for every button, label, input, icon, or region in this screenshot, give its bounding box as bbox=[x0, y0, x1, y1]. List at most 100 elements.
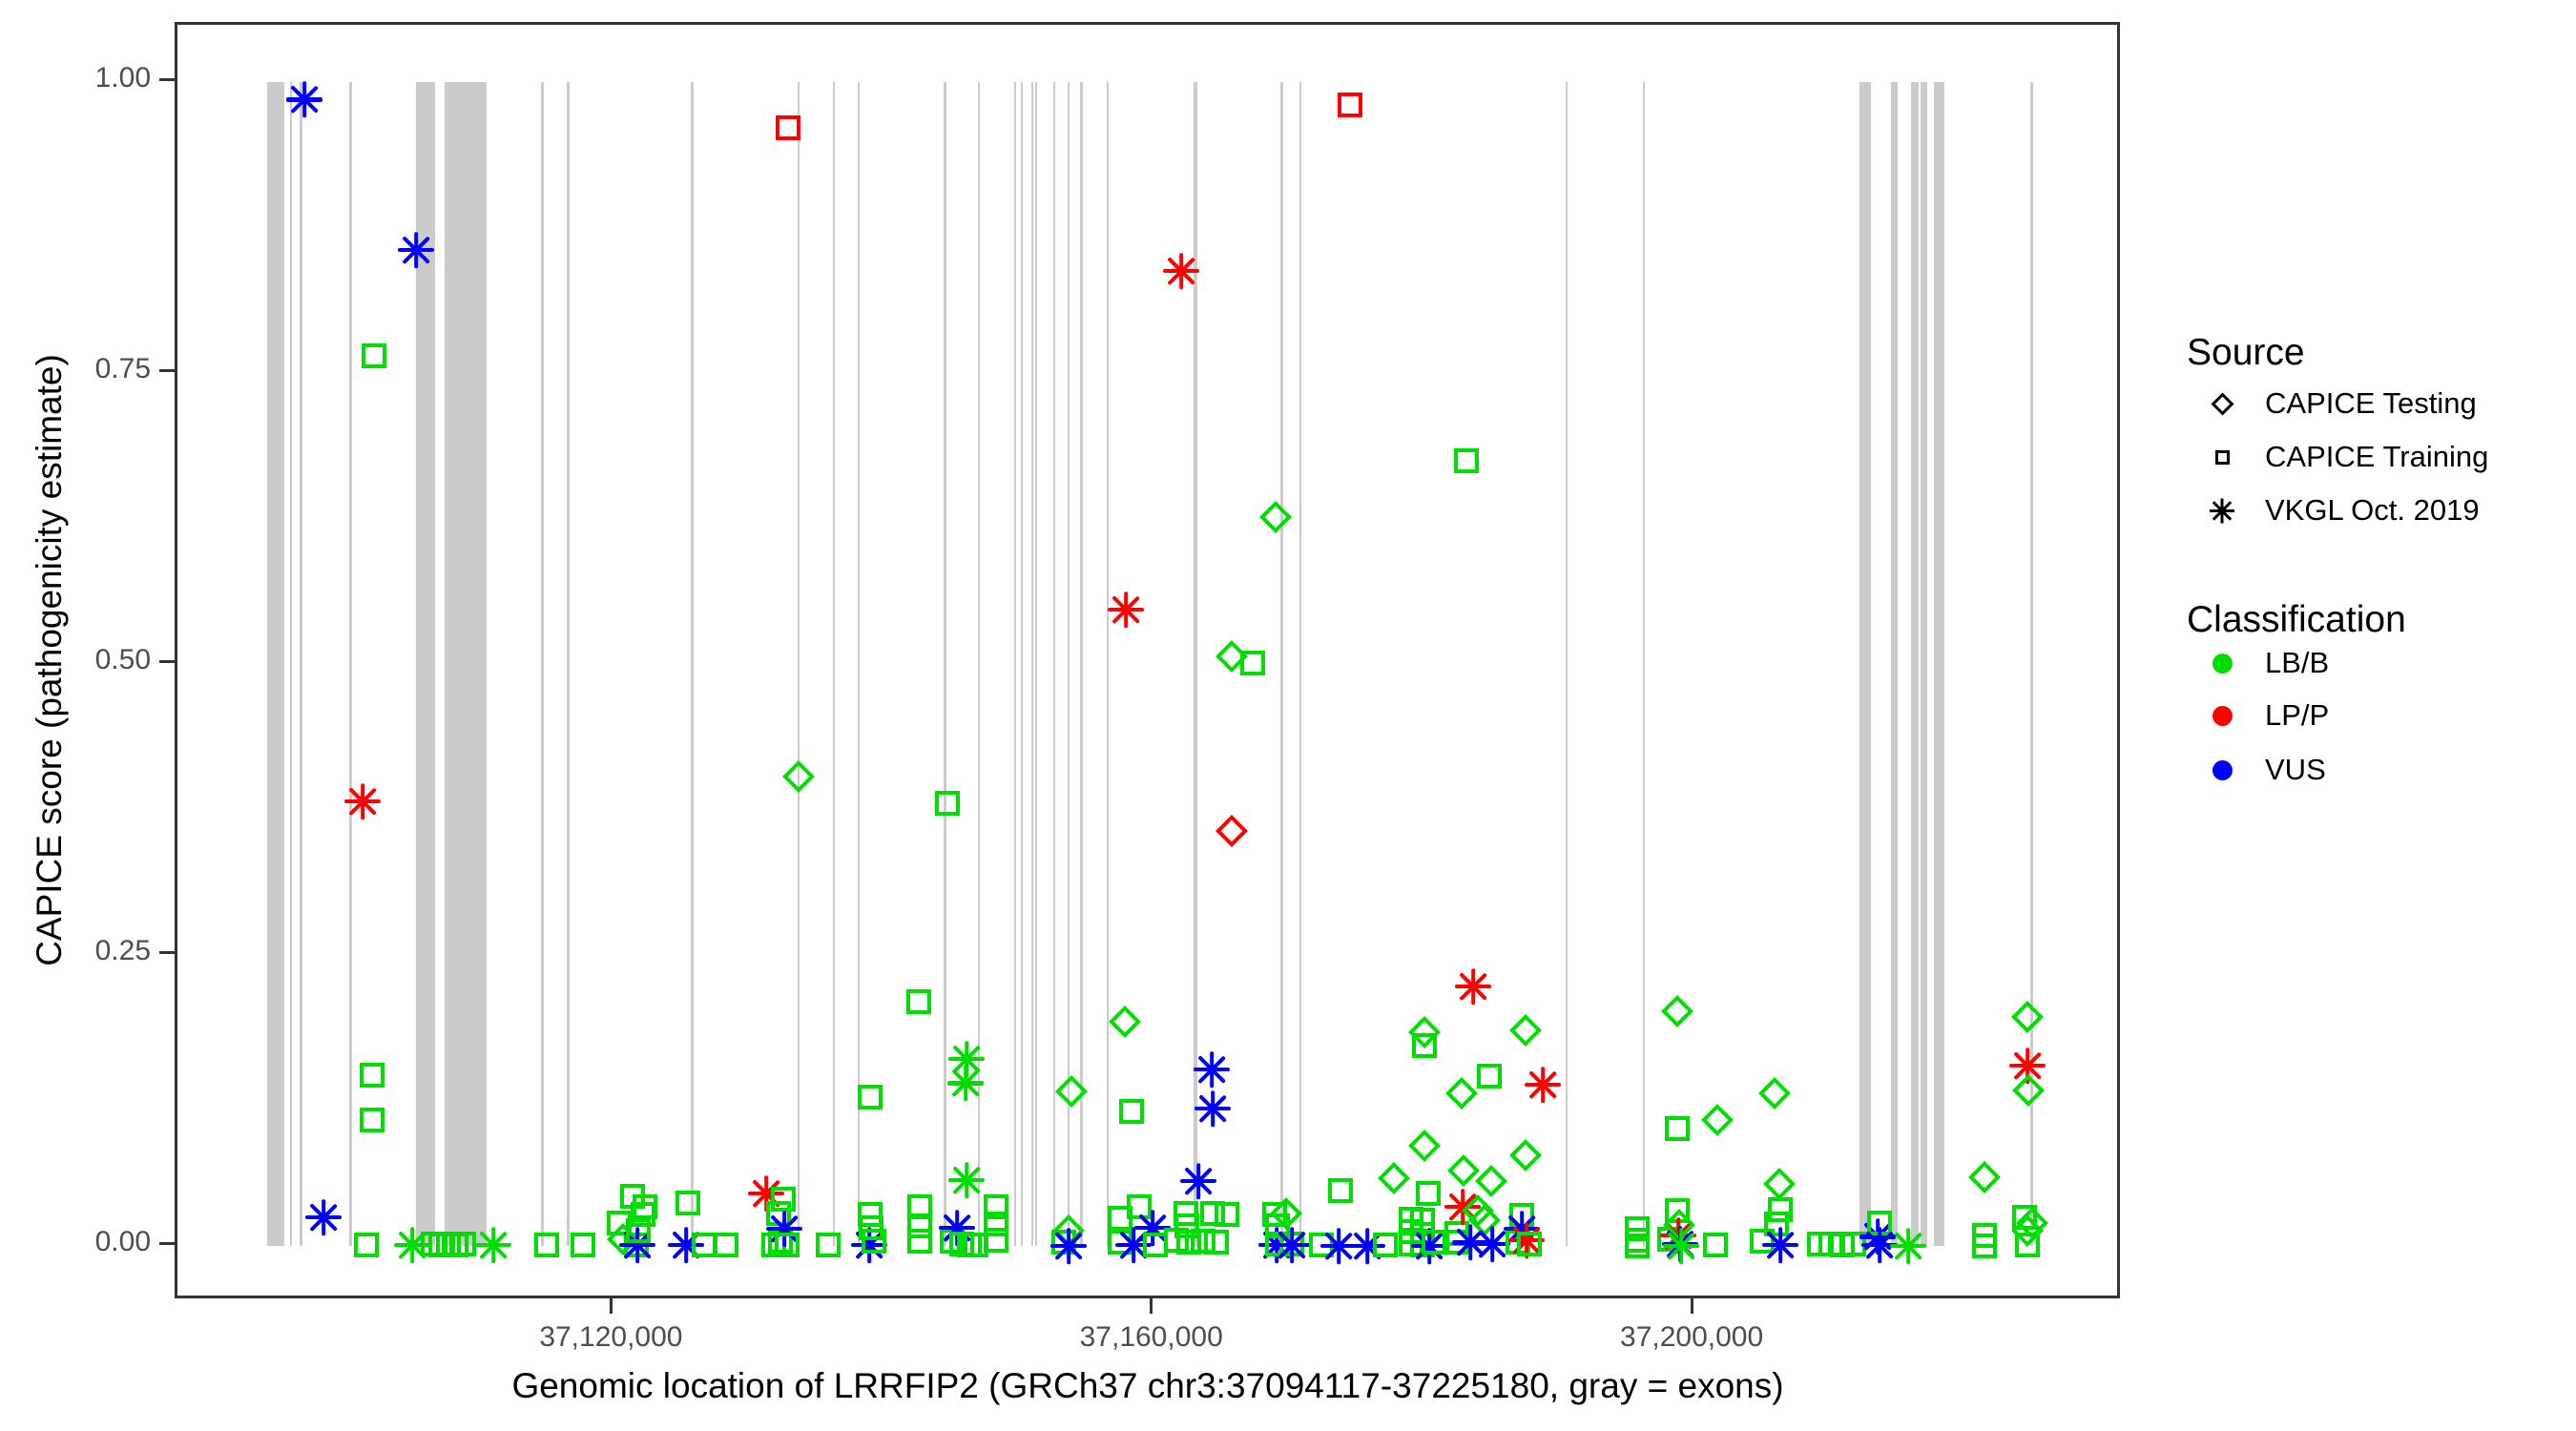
data-point-training bbox=[859, 1214, 884, 1240]
data-point-training bbox=[675, 1190, 701, 1215]
data-point-training bbox=[775, 1232, 800, 1257]
exon-bar bbox=[541, 82, 544, 1246]
data-point-testing bbox=[1701, 1104, 1735, 1137]
data-point-vkgl bbox=[851, 1226, 888, 1263]
data-point-vkgl bbox=[748, 1175, 785, 1213]
data-point-training bbox=[359, 1062, 384, 1088]
data-point-training bbox=[2014, 1232, 2040, 1257]
data-point-vkgl bbox=[304, 1198, 342, 1235]
data-point-vkgl bbox=[397, 231, 434, 268]
data-point-training bbox=[2011, 1204, 2037, 1230]
legend-item-label: LP/P bbox=[2265, 698, 2330, 732]
data-point-training bbox=[1373, 1232, 1399, 1257]
exon-bar bbox=[349, 82, 352, 1246]
data-point-training bbox=[1454, 447, 1480, 473]
data-point-training bbox=[1421, 1230, 1446, 1255]
data-point-testing bbox=[1445, 1077, 1479, 1110]
legend-item-vkgl: VKGL Oct. 2019 bbox=[2200, 489, 2563, 531]
data-point-training bbox=[1327, 1177, 1353, 1203]
data-point-vkgl bbox=[1444, 1188, 1482, 1225]
exon-bar bbox=[1642, 82, 1646, 1246]
data-point-training bbox=[626, 1218, 652, 1244]
data-point-training bbox=[906, 1229, 932, 1255]
y-tick bbox=[159, 368, 175, 372]
legend-item-label: VKGL Oct. 2019 bbox=[2265, 493, 2480, 527]
data-point-training bbox=[1264, 1213, 1290, 1239]
data-point-training bbox=[862, 1229, 887, 1255]
data-point-training bbox=[361, 342, 386, 368]
data-point-training bbox=[1703, 1232, 1729, 1257]
data-point-vkgl bbox=[1455, 968, 1492, 1006]
y-tick-label: 0.00 bbox=[94, 1226, 151, 1257]
square-icon bbox=[2200, 449, 2244, 465]
data-point-training bbox=[534, 1232, 560, 1257]
x-tick-label: 37,200,000 bbox=[1620, 1321, 1764, 1353]
exon-bar bbox=[415, 82, 436, 1246]
data-point-training bbox=[571, 1232, 596, 1257]
y-tick bbox=[159, 1241, 175, 1245]
data-point-vkgl bbox=[1525, 1066, 1562, 1103]
x-axis-title: Genomic location of LRRFIP2 (GRCh37 chr3… bbox=[511, 1366, 1784, 1405]
x-tick-label: 37,160,000 bbox=[1079, 1321, 1223, 1353]
exon-bar bbox=[1013, 82, 1017, 1246]
data-point-vkgl bbox=[1114, 1226, 1152, 1263]
data-point-training bbox=[1173, 1200, 1198, 1226]
exon-bar bbox=[1020, 82, 1024, 1246]
data-point-vkgl bbox=[1762, 1226, 1799, 1263]
data-point-testing bbox=[1258, 501, 1292, 534]
data-point-training bbox=[607, 1210, 633, 1235]
exon-bar bbox=[832, 82, 836, 1246]
data-point-vkgl bbox=[1179, 1162, 1216, 1199]
data-point-testing bbox=[1408, 1130, 1442, 1163]
exon-bar bbox=[857, 82, 861, 1246]
data-point-vkgl bbox=[1193, 1050, 1230, 1088]
data-point-testing bbox=[1509, 1014, 1543, 1047]
data-point-vkgl bbox=[1474, 1225, 1511, 1262]
data-point-training bbox=[858, 1084, 883, 1110]
x-tick bbox=[1690, 1298, 1693, 1314]
data-point-vkgl bbox=[286, 81, 323, 118]
diamond-icon bbox=[2200, 391, 2244, 416]
legend-item-vus: VUS bbox=[2200, 749, 2563, 791]
data-point-training bbox=[983, 1227, 1008, 1253]
data-point-training bbox=[1768, 1197, 1794, 1223]
data-point-training bbox=[1118, 1098, 1144, 1124]
data-point-vkgl bbox=[1663, 1228, 1700, 1265]
data-point-training bbox=[1764, 1211, 1790, 1236]
data-point-training bbox=[1971, 1234, 1997, 1258]
data-point-training bbox=[1415, 1181, 1441, 1207]
exon-bar bbox=[1920, 82, 1927, 1246]
data-point-training bbox=[450, 1231, 476, 1256]
exon-bar bbox=[1933, 82, 1944, 1246]
exon-bar bbox=[567, 82, 570, 1246]
data-point-training bbox=[1337, 93, 1362, 118]
data-point-training bbox=[983, 1211, 1008, 1236]
data-point-vkgl bbox=[1162, 252, 1199, 289]
y-tick-label: 0.25 bbox=[94, 935, 151, 966]
y-tick-label: 0.75 bbox=[94, 353, 151, 384]
exon-bar bbox=[1052, 82, 1056, 1246]
y-tick bbox=[159, 659, 175, 663]
legend-item-lpp: LP/P bbox=[2200, 695, 2563, 736]
data-point-training bbox=[353, 1232, 379, 1257]
exon-bar bbox=[977, 82, 981, 1246]
data-point-testing bbox=[1108, 1005, 1141, 1038]
exon-bar bbox=[1194, 82, 1198, 1246]
x-tick bbox=[609, 1298, 613, 1314]
data-point-testing bbox=[1967, 1161, 2001, 1194]
data-point-training bbox=[983, 1193, 1008, 1219]
data-point-vkgl bbox=[1273, 1226, 1310, 1263]
exon-bar bbox=[1910, 82, 1919, 1246]
data-point-training bbox=[858, 1202, 883, 1228]
exon-bar bbox=[1298, 82, 1301, 1246]
green-dot-icon bbox=[2200, 653, 2244, 674]
data-point-vkgl bbox=[668, 1226, 705, 1263]
exon-bar bbox=[289, 82, 292, 1246]
data-point-vkgl bbox=[1049, 1228, 1087, 1265]
data-point-training bbox=[1477, 1063, 1503, 1089]
data-point-vkgl bbox=[1348, 1228, 1385, 1265]
exon-bar bbox=[691, 82, 694, 1246]
data-point-vkgl bbox=[1133, 1209, 1171, 1246]
y-axis-title: CAPICE score (pathogenicity estimate) bbox=[30, 354, 69, 966]
